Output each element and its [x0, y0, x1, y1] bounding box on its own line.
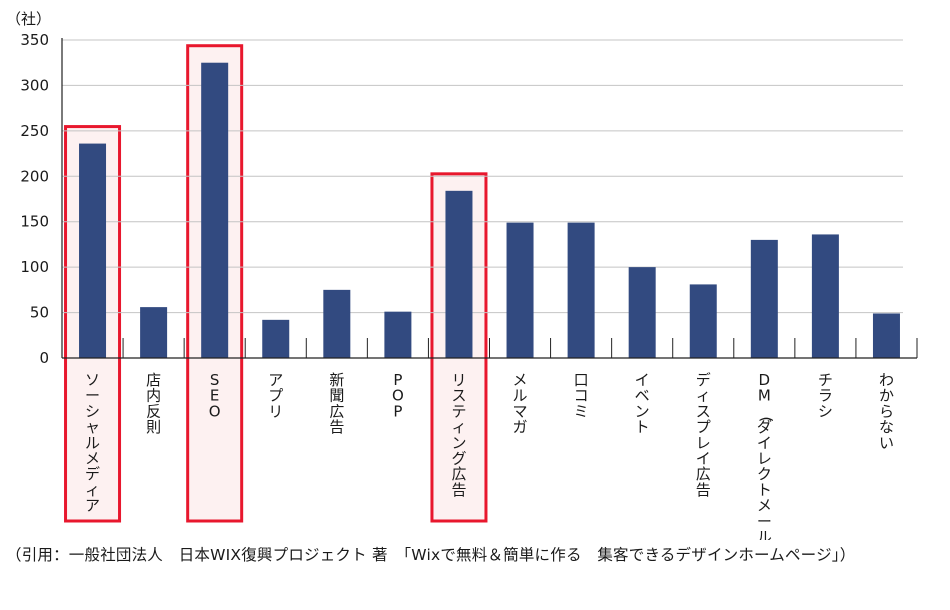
x-tick-label: 新聞広告: [329, 371, 344, 436]
bar: [506, 222, 534, 358]
y-unit-label: （社）: [6, 10, 51, 28]
bar: [140, 307, 168, 358]
x-tick-label: わからない: [879, 371, 894, 452]
bar-chart: （社） 0 50 100 150 200 250 300 350 ソーシャルメディア 店内反則 S…: [6, 10, 918, 540]
bar: [445, 190, 473, 358]
bar: [323, 289, 351, 358]
bar: [262, 319, 290, 358]
bar: [689, 284, 717, 358]
y-tick-label: 50: [30, 304, 49, 322]
x-tick-label: ソーシャルメディア: [85, 371, 100, 515]
x-tick-label: リスティング広告: [451, 371, 466, 499]
bar: [201, 62, 229, 358]
x-tick-label: 口コミ: [574, 371, 589, 420]
bar: [79, 143, 107, 358]
x-tick-label: アプリ: [268, 371, 283, 420]
y-tick-label: 200: [20, 167, 49, 185]
x-tick-label: ディスプレイ広告: [696, 371, 711, 499]
source-caption: （引用：一般社団法人 日本WIX復興プロジェクト 著 「Wixで無料＆簡単に作る…: [6, 546, 856, 564]
bar: [567, 222, 595, 358]
y-tick-label: 100: [20, 258, 49, 276]
x-tick-label: 店内反則: [146, 371, 161, 436]
bar: [811, 234, 839, 358]
x-tick-label: チラシ: [818, 371, 833, 420]
bar: [628, 267, 656, 358]
x-tick-label: メルマガ: [513, 371, 528, 436]
bar: [384, 311, 412, 358]
y-tick-label: 250: [20, 122, 49, 140]
y-tick-label: 300: [20, 76, 49, 94]
x-tick-label: イベント: [635, 371, 650, 436]
y-tick-label: 0: [39, 349, 49, 367]
y-tick-label: 150: [20, 213, 49, 231]
bar: [872, 313, 900, 358]
x-tick-label: DM(ダイレクトメール): [757, 371, 776, 540]
bar: [750, 239, 778, 358]
y-tick-label: 350: [20, 31, 49, 49]
